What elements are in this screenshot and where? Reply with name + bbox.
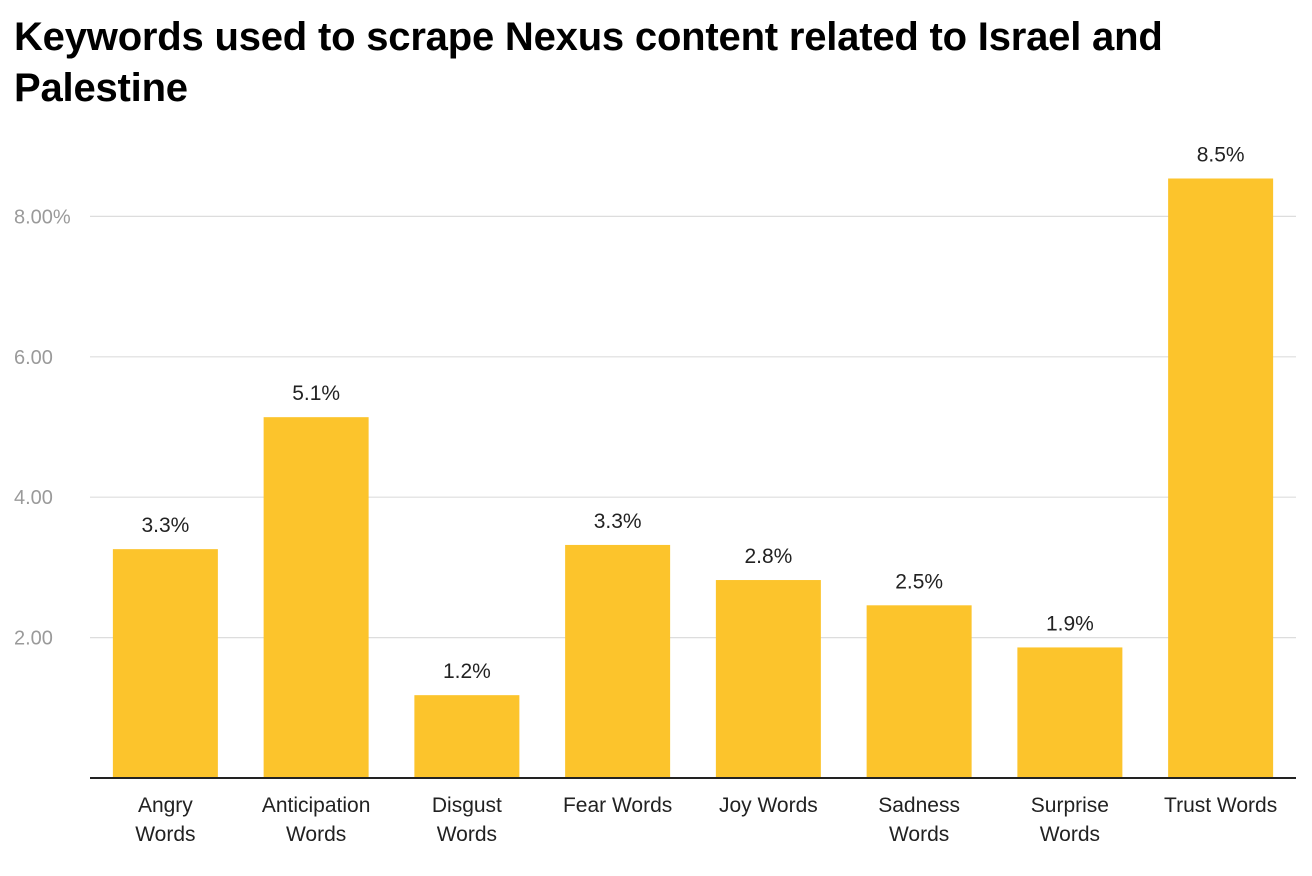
bar — [1168, 178, 1274, 778]
x-tick-label: Fear Words — [563, 794, 672, 817]
y-tick-label: 2.00 — [14, 628, 53, 650]
data-label: 1.9% — [1046, 612, 1094, 635]
axes: 2.00 4.00 6.00 8.00% Angry Words Anticipation W… — [14, 206, 1296, 846]
x-tick-label: Surprise — [1031, 794, 1109, 817]
chart-title: Keywords used to scrape Nexus content re… — [14, 15, 1163, 110]
bar — [715, 580, 821, 778]
data-label: 3.3% — [594, 510, 642, 533]
x-tick-label: Words — [135, 823, 195, 846]
data-label: 2.5% — [895, 570, 943, 593]
bar — [1017, 647, 1123, 778]
bar — [112, 549, 218, 778]
bar — [263, 417, 369, 778]
y-tick-label: 8.00% — [14, 206, 71, 228]
bar — [565, 544, 671, 778]
x-tick-label: Disgust — [432, 794, 502, 817]
data-label: 8.5% — [1197, 143, 1245, 166]
x-tick-label: Joy Words — [719, 794, 818, 817]
bar — [414, 695, 520, 778]
x-tick-label: Anticipation — [262, 794, 371, 817]
y-tick-label: 6.00 — [14, 347, 53, 369]
bars — [112, 178, 1274, 778]
data-label: 5.1% — [292, 382, 340, 405]
x-tick-label: Words — [1040, 823, 1100, 846]
data-label: 3.3% — [141, 514, 189, 537]
bar — [866, 605, 972, 778]
x-tick-label: Angry — [138, 794, 193, 817]
x-tick-label: Words — [889, 823, 949, 846]
x-tick-label: Sadness — [878, 794, 960, 817]
data-label: 2.8% — [744, 545, 792, 568]
x-tick-label: Words — [437, 823, 497, 846]
x-tick-label: Trust Words — [1164, 794, 1277, 817]
y-tick-label: 4.00 — [14, 487, 53, 509]
data-label: 1.2% — [443, 660, 491, 683]
data-labels: 3.3% 5.1% 1.2% 3.3% 2.8% 2.5% 1.9% 8.5% — [141, 143, 1244, 683]
x-tick-label: Words — [286, 823, 346, 846]
